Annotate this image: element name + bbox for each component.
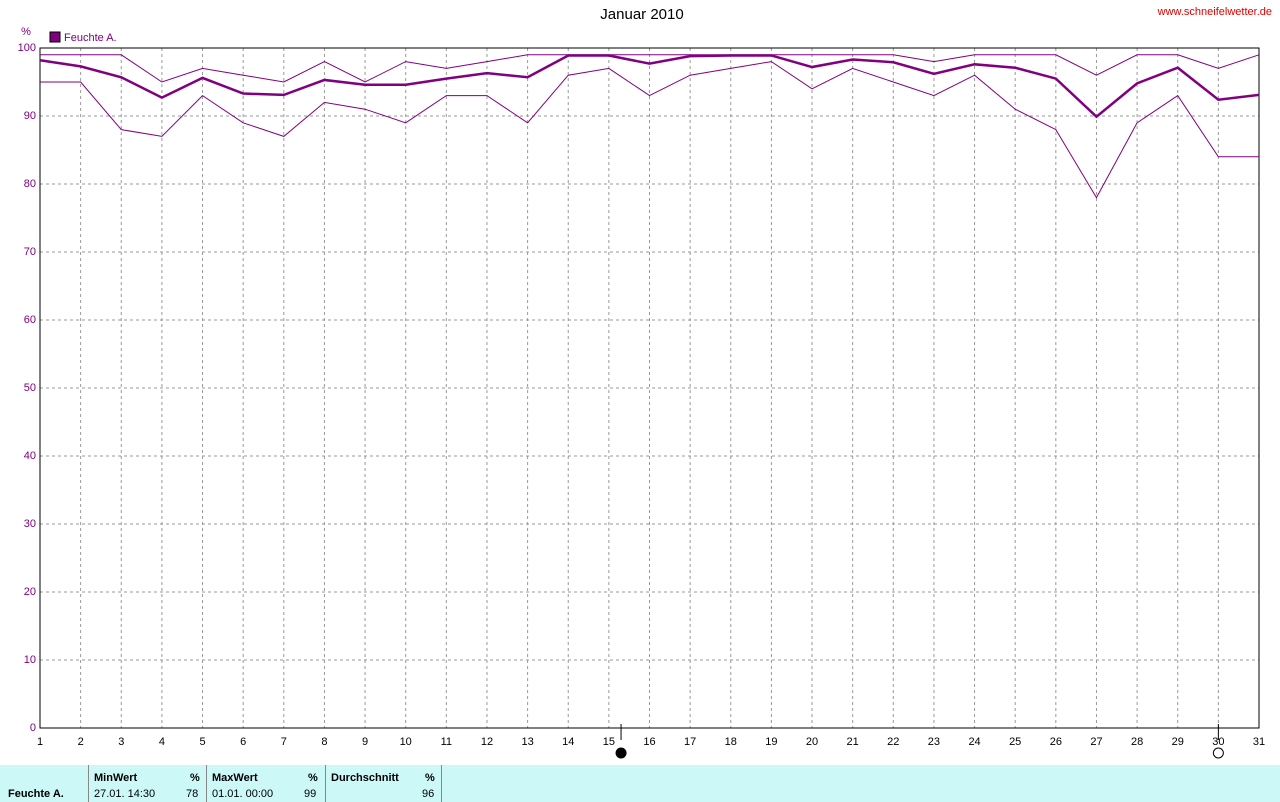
x-tick-label: 31 bbox=[1253, 736, 1265, 748]
avg-line bbox=[39, 54, 1260, 119]
x-tick-label: 3 bbox=[118, 736, 124, 748]
x-tick-label: 19 bbox=[765, 736, 777, 748]
x-tick-label: 15 bbox=[603, 736, 615, 748]
max-line bbox=[40, 54, 1260, 83]
y-tick-label: 70 bbox=[24, 246, 36, 258]
x-tick-label: 24 bbox=[968, 736, 980, 748]
x-tick-label: 13 bbox=[521, 736, 533, 748]
y-tick-label: 100 bbox=[18, 42, 36, 54]
y-tick-label: 50 bbox=[24, 382, 36, 394]
value: 78 bbox=[186, 788, 199, 800]
legend-swatch bbox=[49, 31, 61, 43]
x-tick-label: 11 bbox=[441, 736, 452, 748]
x-tick-label: 10 bbox=[400, 736, 412, 748]
x-tick-label: 4 bbox=[159, 736, 165, 748]
x-tick-label: 25 bbox=[1009, 736, 1021, 748]
x-tick-label: 23 bbox=[928, 736, 940, 748]
unit: % bbox=[425, 772, 435, 784]
x-tick-label: 8 bbox=[321, 736, 327, 748]
x-tick-label: 30 bbox=[1212, 736, 1224, 748]
time: 27.01. 14:30 bbox=[94, 788, 156, 800]
header: MinWert bbox=[94, 772, 138, 784]
x-tick-label: 12 bbox=[481, 736, 493, 748]
summary-table: Feuchte A. MinWert % 27.01. 14:30 78 Max… bbox=[0, 765, 1280, 802]
header: Durchschnitt bbox=[331, 772, 399, 784]
x-tick-label: 20 bbox=[806, 736, 818, 748]
y-tick-label: 30 bbox=[24, 518, 36, 530]
y-tick-label: 90 bbox=[24, 110, 36, 122]
x-tick-label: 21 bbox=[847, 736, 859, 748]
chart: Januar 2010 www.schneifelwetter.de % 0 10… bbox=[18, 6, 1272, 759]
separator bbox=[325, 765, 326, 802]
separator bbox=[88, 765, 89, 802]
x-tick-label: 6 bbox=[240, 736, 246, 748]
x-tick-label: 17 bbox=[684, 736, 696, 748]
y-tick-label: 40 bbox=[24, 450, 36, 462]
separator bbox=[441, 765, 442, 802]
x-tick-label: 5 bbox=[199, 736, 205, 748]
y-tick-label: 10 bbox=[24, 654, 36, 666]
unit: % bbox=[308, 772, 318, 784]
x-tick-label: 18 bbox=[725, 736, 737, 748]
y-unit: % bbox=[21, 26, 31, 38]
unit: % bbox=[190, 772, 200, 784]
x-tick-label: 1 bbox=[37, 736, 43, 748]
row-label: Feuchte A. bbox=[8, 788, 64, 800]
moon-phase bbox=[615, 747, 627, 759]
x-tick-label: 16 bbox=[643, 736, 655, 748]
plot-border bbox=[39, 47, 1260, 729]
y-tick-label: 0 bbox=[30, 722, 36, 734]
y-tick-label: 20 bbox=[24, 586, 36, 598]
value: 96 bbox=[422, 788, 435, 800]
min-line bbox=[40, 61, 1259, 199]
x-tick-label: 26 bbox=[1050, 736, 1062, 748]
x-tick-label: 14 bbox=[562, 736, 574, 748]
x-tick-label: 22 bbox=[887, 736, 899, 748]
separator bbox=[206, 765, 207, 802]
chart-title: Januar 2010 bbox=[600, 6, 683, 23]
header: MaxWert bbox=[212, 772, 258, 784]
x-tick-label: 9 bbox=[362, 736, 368, 748]
x-tick-label: 7 bbox=[281, 736, 287, 748]
y-tick-label: 80 bbox=[24, 178, 36, 190]
x-tick-label: 29 bbox=[1172, 736, 1184, 748]
x-tick-label: 28 bbox=[1131, 736, 1143, 748]
value: 99 bbox=[304, 788, 317, 800]
legend-label: Feuchte A. bbox=[64, 32, 117, 44]
y-tick-label: 60 bbox=[24, 314, 36, 326]
moon-phase bbox=[1212, 747, 1224, 759]
source: www.schneifelwetter.de bbox=[1157, 6, 1272, 18]
time: 01.01. 00:00 bbox=[212, 788, 274, 800]
x-tick-label: 2 bbox=[78, 736, 84, 748]
x-tick-label: 27 bbox=[1090, 736, 1102, 748]
